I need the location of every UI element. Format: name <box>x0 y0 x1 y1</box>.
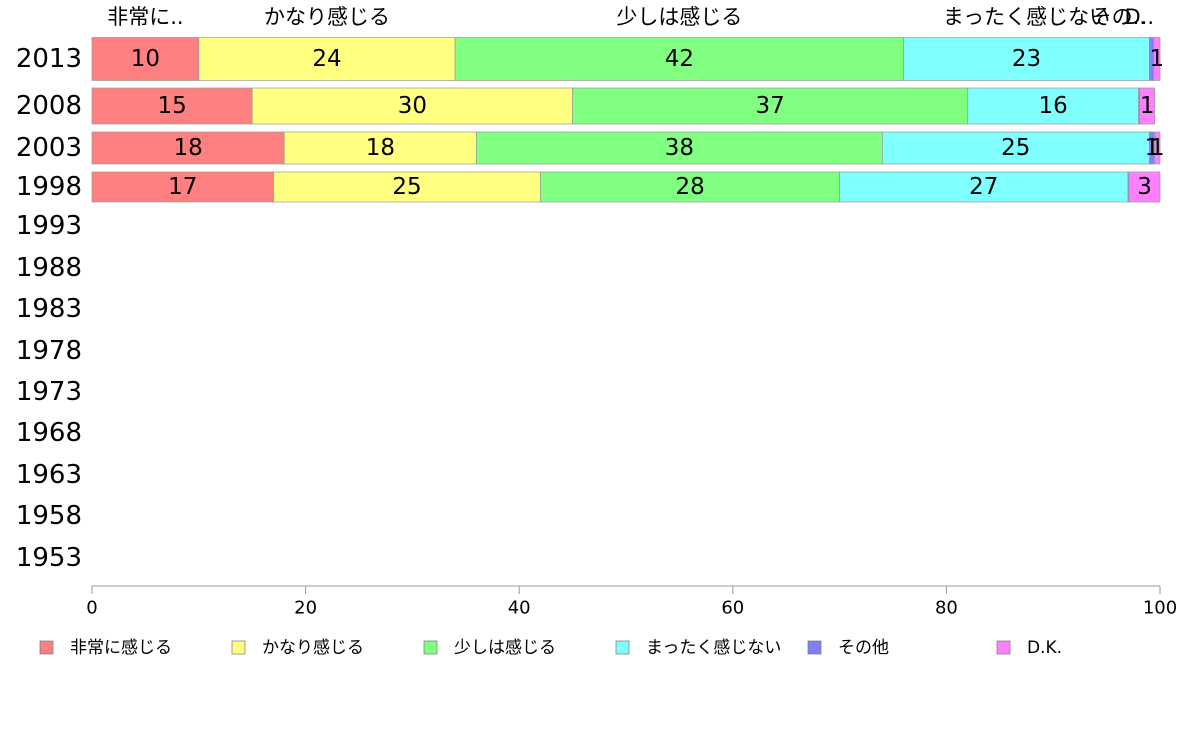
x-tick-label: 100 <box>1143 598 1177 619</box>
legend-label: その他 <box>838 638 889 658</box>
y-tick-label: 1998 <box>16 172 82 202</box>
bar-segment <box>454 37 905 81</box>
data-label: 37 <box>756 93 785 119</box>
legend-label: 少しは感じる <box>454 638 556 658</box>
top-category-label: その.. <box>1091 5 1146 29</box>
data-label: 18 <box>173 135 202 161</box>
data-label: 24 <box>312 46 341 72</box>
bar-segment <box>903 37 1150 81</box>
x-tick-label: 60 <box>721 598 744 619</box>
data-label: 27 <box>969 174 998 200</box>
legend-swatch <box>807 640 822 655</box>
data-label: 3 <box>1137 174 1152 200</box>
bar-segment <box>91 131 285 165</box>
y-tick-label: 1988 <box>16 253 82 283</box>
top-category-label: 少しは感じる <box>616 5 742 29</box>
y-tick-label: 1973 <box>16 377 82 407</box>
x-tick-label: 40 <box>508 598 531 619</box>
legend-label: まったく感じない <box>646 638 781 658</box>
data-label: 25 <box>392 174 421 200</box>
y-tick-label: 1963 <box>16 460 82 490</box>
data-label: 30 <box>398 93 427 119</box>
x-tick-label: 20 <box>294 598 317 619</box>
data-label: 1 <box>1149 46 1164 72</box>
y-tick-label: 1978 <box>16 336 82 366</box>
data-label: 16 <box>1039 93 1068 119</box>
bar-segment <box>91 37 200 81</box>
bar-segment <box>572 87 969 125</box>
top-category-label: まったく感じない <box>943 5 1110 29</box>
data-label: 25 <box>1001 135 1030 161</box>
legend-label: D.K. <box>1027 638 1062 658</box>
bar-segment <box>1153 37 1161 81</box>
y-tick-label: 1968 <box>16 418 82 448</box>
legend-label: 非常に感じる <box>70 638 172 658</box>
bar-segment <box>881 131 1150 165</box>
data-label: 18 <box>366 135 395 161</box>
bar-segment <box>198 37 456 81</box>
legend-swatch <box>39 640 54 655</box>
top-category-label: かなり感じる <box>264 5 390 29</box>
data-label: 38 <box>665 135 694 161</box>
top-category-label: 非常に.. <box>107 5 183 29</box>
y-tick-label: 1953 <box>16 543 82 573</box>
bar-segment <box>1139 87 1156 125</box>
data-label: 1 <box>1150 135 1165 161</box>
legend-swatch <box>423 640 438 655</box>
legend-swatch <box>615 640 630 655</box>
legend-swatch <box>231 640 246 655</box>
bar-segment <box>967 87 1139 125</box>
bar-segment <box>1128 171 1161 203</box>
x-tick-label: 80 <box>935 598 958 619</box>
y-tick-label: 2008 <box>16 91 82 121</box>
data-label: 17 <box>168 174 197 200</box>
bar-segment <box>273 171 541 203</box>
y-tick-label: 1958 <box>16 501 82 531</box>
data-label: 1 <box>1140 93 1155 119</box>
data-label: 15 <box>157 93 186 119</box>
bar-segment <box>1154 131 1161 165</box>
data-label: 42 <box>665 46 694 72</box>
y-tick-label: 2013 <box>16 44 82 74</box>
bar-segment <box>91 171 274 203</box>
legend-swatch <box>996 640 1011 655</box>
bar-segment <box>839 171 1129 203</box>
y-tick-label: 2003 <box>16 133 82 163</box>
y-tick-label: 1983 <box>16 294 82 324</box>
y-tick-label: 1993 <box>16 211 82 241</box>
data-label: 23 <box>1012 46 1041 72</box>
data-label: 28 <box>675 174 704 200</box>
top-category-label: D.. <box>1124 5 1154 29</box>
bar-segment <box>251 87 573 125</box>
bar-segment <box>91 87 253 125</box>
x-tick-label: 0 <box>86 598 97 619</box>
data-label: 10 <box>131 46 160 72</box>
legend-label: かなり感じる <box>262 638 364 658</box>
bar-segment <box>540 171 840 203</box>
bar-segment <box>476 131 883 165</box>
